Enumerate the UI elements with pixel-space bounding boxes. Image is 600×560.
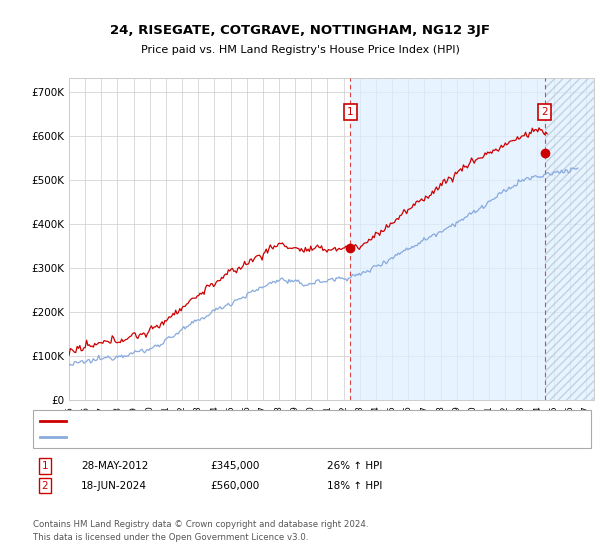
Text: 24, RISEGATE, COTGRAVE, NOTTINGHAM, NG12 3JF: 24, RISEGATE, COTGRAVE, NOTTINGHAM, NG12… xyxy=(110,24,490,38)
Text: 18% ↑ HPI: 18% ↑ HPI xyxy=(327,480,382,491)
Text: 26% ↑ HPI: 26% ↑ HPI xyxy=(327,461,382,471)
Text: 2: 2 xyxy=(542,107,548,117)
Bar xyxy=(545,78,594,400)
Text: HPI: Average price, detached house, Rushcliffe: HPI: Average price, detached house, Rush… xyxy=(73,432,302,442)
Text: Contains HM Land Registry data © Crown copyright and database right 2024.
This d: Contains HM Land Registry data © Crown c… xyxy=(33,520,368,542)
Text: Price paid vs. HM Land Registry's House Price Index (HPI): Price paid vs. HM Land Registry's House … xyxy=(140,45,460,55)
Text: £560,000: £560,000 xyxy=(210,480,259,491)
Text: 2: 2 xyxy=(41,480,49,491)
Text: 28-MAY-2012: 28-MAY-2012 xyxy=(81,461,148,471)
Bar xyxy=(350,78,594,400)
Text: 18-JUN-2024: 18-JUN-2024 xyxy=(81,480,147,491)
Text: 1: 1 xyxy=(347,107,353,117)
Text: 24, RISEGATE, COTGRAVE, NOTTINGHAM, NG12 3JF (detached house): 24, RISEGATE, COTGRAVE, NOTTINGHAM, NG12… xyxy=(73,416,412,426)
Text: £345,000: £345,000 xyxy=(210,461,259,471)
Text: 1: 1 xyxy=(41,461,49,471)
